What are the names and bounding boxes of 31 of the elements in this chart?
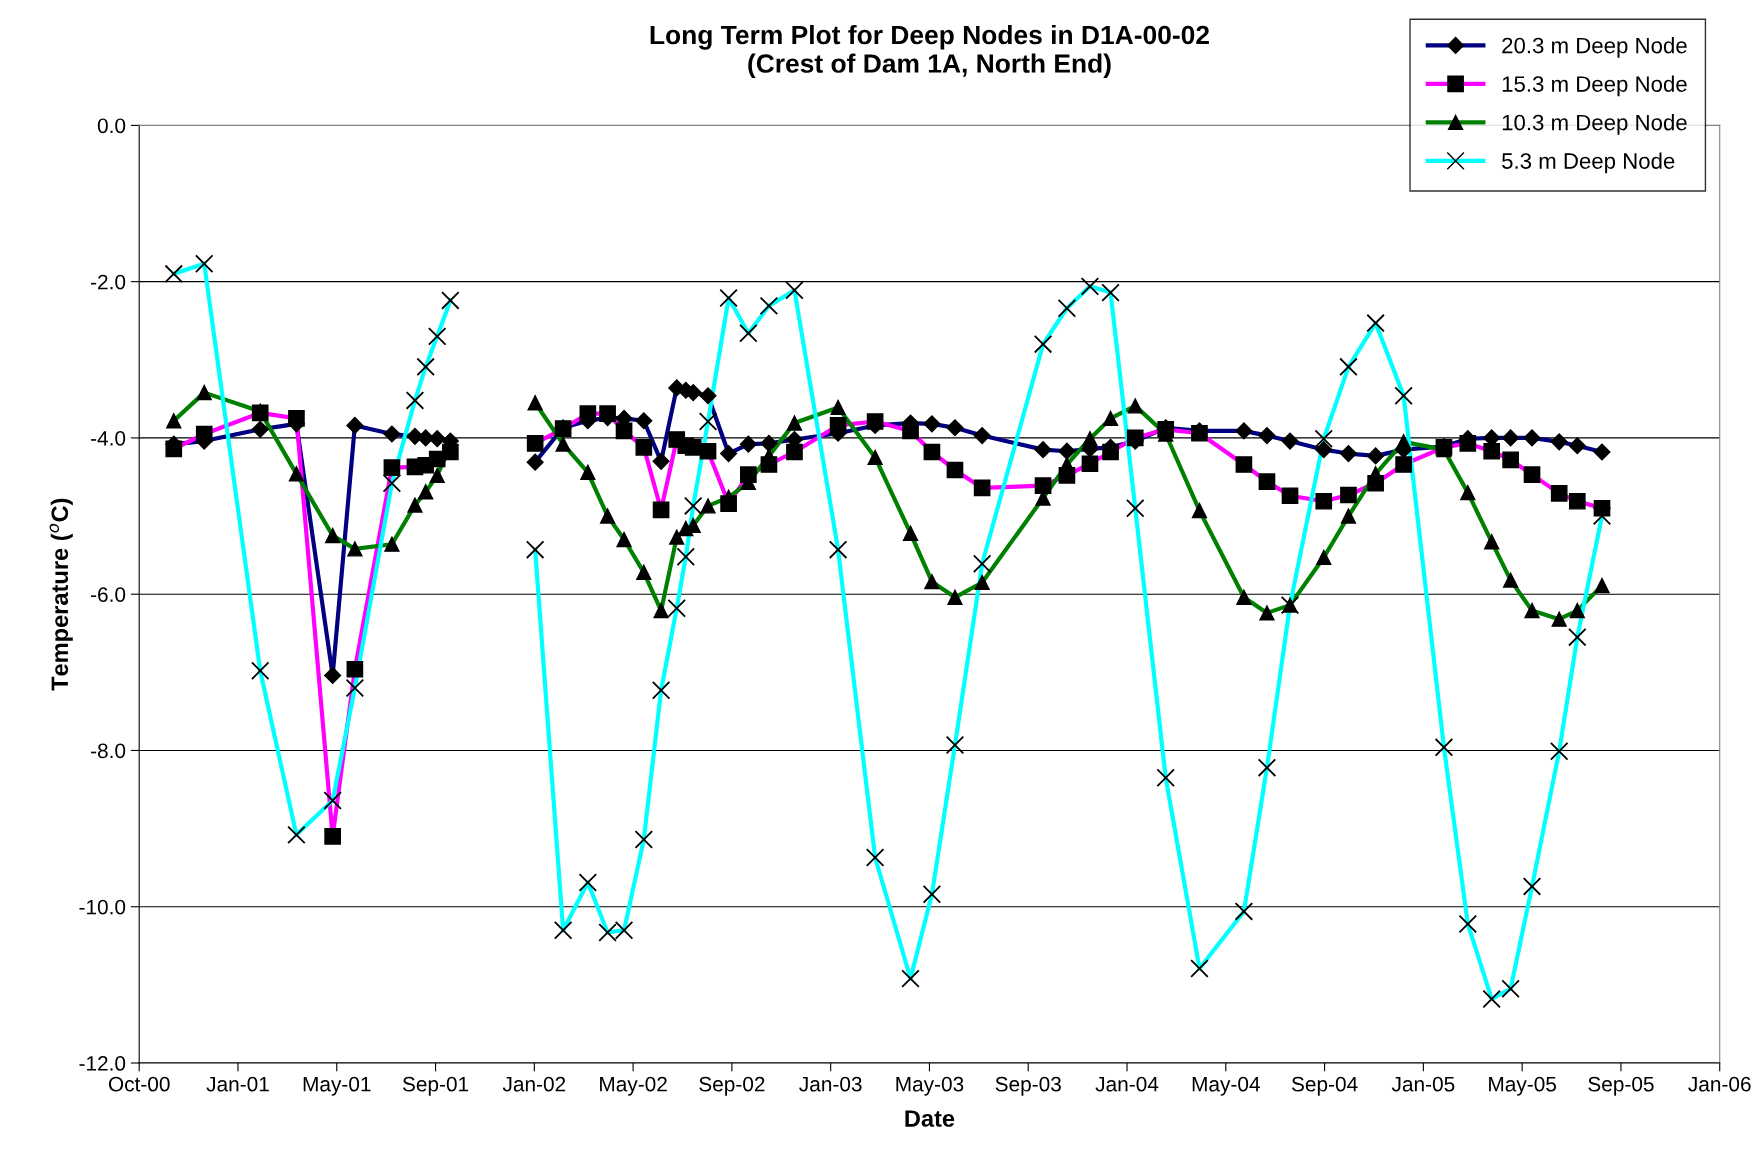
y-tick-label: -10.0 [79, 899, 126, 915]
x-tick-label: Jan-03 [799, 1076, 862, 1092]
legend-label: 5.3 m Deep Node [1502, 152, 1675, 174]
y-tick-label: 0.0 [97, 118, 126, 134]
y-tick-label: -2.0 [91, 274, 126, 290]
x-tick-label: Sep-04 [1291, 1076, 1358, 1096]
x-tick-label: Jan-04 [1095, 1076, 1159, 1092]
x-tick-label: May-02 [600, 1076, 667, 1096]
x-tick-label: Oct-00 [108, 1076, 170, 1092]
x-axis-title: Date [905, 1110, 955, 1127]
x-tick-label: Jan-06 [1688, 1076, 1751, 1092]
y-tick-label: -12.0 [79, 1056, 126, 1071]
legend-label: 15.3 m Deep Node [1502, 75, 1687, 97]
y-tick-label: -6.0 [91, 587, 126, 602]
y-axis-title: Temperature ($^{o}$C) [49, 498, 73, 691]
x-tick-label: Jan-01 [206, 1076, 269, 1092]
x-tick-label: May-01 [303, 1076, 371, 1096]
x-tick-label: May-05 [1489, 1076, 1557, 1096]
y-tick-label: -4.0 [91, 430, 126, 446]
x-tick-label: Jan-05 [1391, 1076, 1455, 1092]
x-tick-label: Sep-05 [1588, 1076, 1654, 1096]
x-tick-label: Sep-01 [402, 1076, 469, 1096]
x-tick-label: Sep-03 [995, 1076, 1061, 1096]
y-tick-label: -8.0 [91, 743, 126, 759]
legend-label: 20.3 m Deep Node [1502, 37, 1687, 58]
chart-title: Long Term Plot for Deep Nodes in D1A-00-02 (Crest of Dam 1A, North End) [650, 24, 1209, 79]
x-tick-label: Sep-02 [699, 1076, 765, 1096]
x-tick-label: May-03 [896, 1076, 964, 1096]
x-tick-label: May-04 [1192, 1076, 1260, 1096]
x-tick-label: Jan-02 [502, 1076, 566, 1092]
legend-label: 10.3 m Deep Node [1502, 114, 1687, 135]
